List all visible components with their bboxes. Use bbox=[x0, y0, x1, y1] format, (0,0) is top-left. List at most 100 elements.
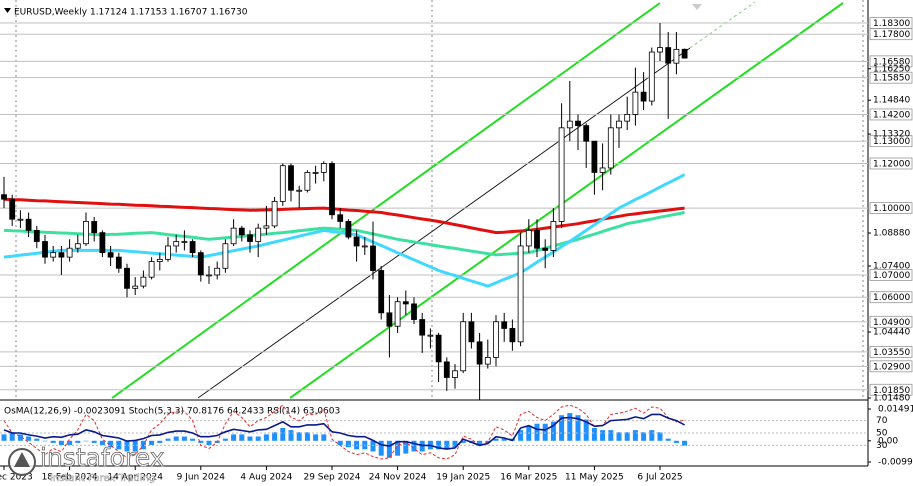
candle-body bbox=[197, 252, 204, 276]
y-tick-label: 1.16250 bbox=[873, 64, 910, 74]
level-label: 1.13000 bbox=[873, 137, 910, 147]
osma-bar bbox=[304, 432, 310, 441]
osma-bar bbox=[591, 427, 597, 441]
candle-body bbox=[50, 252, 57, 258]
indicator-label: OsMA(12,26,9) -0.0023091 Stoch(5,3,3) 70… bbox=[4, 407, 340, 417]
level-label-box bbox=[869, 315, 913, 328]
level-label: 1.07000 bbox=[873, 271, 910, 281]
candle-body bbox=[394, 301, 401, 327]
candle-body bbox=[222, 243, 229, 269]
osma-bar bbox=[567, 413, 573, 441]
candle-body bbox=[632, 91, 639, 115]
osma-bar bbox=[34, 438, 40, 441]
osma-bar bbox=[673, 440, 679, 443]
osma-bar bbox=[608, 430, 614, 441]
candle-body bbox=[58, 252, 65, 258]
candle-body bbox=[329, 163, 335, 216]
osma-bar bbox=[58, 440, 64, 446]
osma-bar bbox=[132, 440, 138, 452]
osma-bar bbox=[263, 434, 269, 441]
candle-body bbox=[279, 165, 286, 202]
candle-body bbox=[427, 334, 434, 337]
candle-body bbox=[320, 163, 327, 173]
level-label: 1.01850 bbox=[873, 386, 910, 396]
candle-body bbox=[345, 221, 352, 238]
candle-body bbox=[657, 47, 663, 53]
candle-body bbox=[452, 370, 458, 378]
osma-bar bbox=[337, 440, 343, 446]
osma-bar bbox=[329, 440, 335, 442]
candle-body bbox=[238, 227, 245, 236]
candle-body bbox=[583, 125, 590, 142]
level-label-box bbox=[869, 157, 913, 170]
osma-bar bbox=[67, 440, 73, 446]
level-label-box bbox=[869, 28, 913, 41]
level-label-box bbox=[869, 135, 913, 148]
candle-body bbox=[66, 247, 73, 258]
tagline: Instant Forex Trading bbox=[50, 473, 155, 484]
osma-bar bbox=[157, 440, 163, 443]
candle-body bbox=[624, 114, 631, 122]
candle-body bbox=[542, 247, 549, 251]
osma-bar bbox=[9, 432, 15, 441]
candle-body bbox=[74, 243, 81, 249]
level-label-box bbox=[869, 383, 913, 396]
osma-bar bbox=[108, 440, 114, 448]
candle-body bbox=[681, 48, 688, 59]
candle-body bbox=[206, 274, 212, 277]
candle-body bbox=[648, 51, 655, 102]
osma-bar bbox=[682, 440, 688, 446]
candle-body bbox=[599, 167, 606, 173]
level-label: 1.15850 bbox=[873, 74, 910, 84]
osma-tick-label: -0.00995 bbox=[878, 458, 913, 468]
candle-body bbox=[337, 214, 344, 222]
candle-body bbox=[550, 221, 557, 251]
x-tick-label: 16 Mar 2025 bbox=[500, 473, 557, 483]
candle-body bbox=[140, 276, 147, 287]
x-tick-label: 9 Jun 2024 bbox=[177, 473, 226, 483]
osma-bar bbox=[444, 440, 450, 450]
candle-body bbox=[509, 328, 516, 343]
osma-bar bbox=[501, 438, 507, 441]
candle-body bbox=[156, 258, 163, 262]
watermark: instaforex Instant Forex Trading bbox=[8, 443, 165, 484]
osma-bar bbox=[116, 440, 122, 450]
candle-body bbox=[124, 267, 130, 289]
y-tick-label: 1.07400 bbox=[873, 262, 910, 272]
candle-body bbox=[640, 91, 647, 102]
osma-bar bbox=[378, 440, 384, 456]
osma-bar bbox=[50, 440, 56, 443]
symbol-menu-icon bbox=[4, 8, 11, 13]
candle-body bbox=[493, 321, 499, 358]
osma-bar bbox=[1, 434, 7, 441]
level-label: 1.03550 bbox=[873, 348, 910, 358]
x-tick-label: 11 May 2025 bbox=[565, 473, 624, 483]
candle-body bbox=[255, 227, 262, 242]
candle-body bbox=[107, 252, 114, 258]
x-tick-label: 6 Jul 2025 bbox=[637, 473, 682, 483]
candle-body bbox=[17, 218, 24, 221]
channel-line bbox=[289, 2, 844, 399]
candle-body bbox=[558, 127, 565, 222]
level-label: 1.12000 bbox=[873, 159, 910, 169]
drawing-objects bbox=[15, 0, 864, 400]
candle-body bbox=[435, 334, 442, 363]
candle-body bbox=[534, 229, 540, 249]
osma-bar bbox=[452, 440, 458, 448]
candle-body bbox=[353, 236, 360, 247]
osma-bar bbox=[632, 430, 638, 441]
osma-bar bbox=[313, 434, 319, 441]
osma-bar bbox=[198, 440, 204, 443]
osma-bar bbox=[206, 440, 212, 446]
osma-bar bbox=[247, 436, 253, 441]
rsi-line bbox=[3, 413, 685, 450]
osma-bar bbox=[255, 436, 261, 441]
candle-body bbox=[132, 285, 139, 289]
channel-line bbox=[111, 2, 661, 399]
osma-bar bbox=[386, 440, 392, 458]
osma-bar bbox=[460, 440, 466, 443]
level-label: 1.04900 bbox=[873, 318, 910, 328]
osma-bar bbox=[272, 432, 278, 441]
x-tick-label: 24 Dec 2023 bbox=[0, 473, 33, 483]
